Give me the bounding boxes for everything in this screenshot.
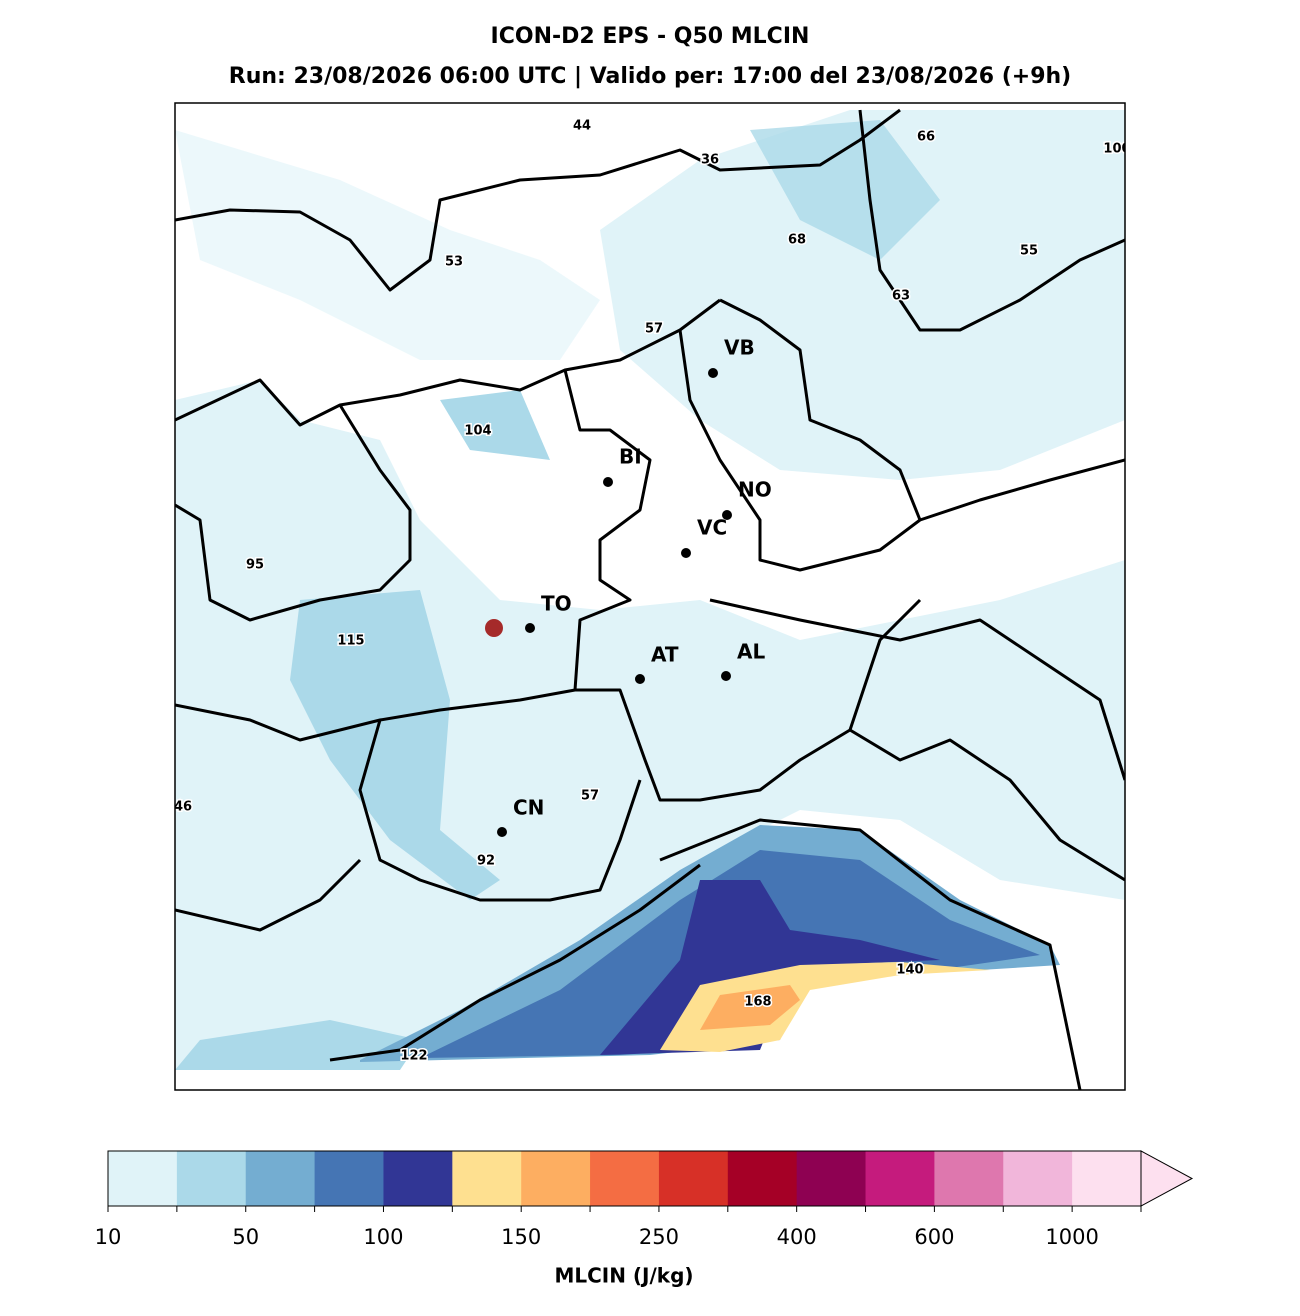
colorbar-bin [176,1151,247,1206]
location-marker [485,619,503,637]
field-label: 44 [573,119,591,134]
colorbar-tick-label: 50 [232,1225,259,1249]
colorbar-bin [383,1151,453,1206]
field-label: 46 [174,800,192,815]
city-label: TO [541,592,572,616]
colorbar-tick-label: 100 [363,1225,403,1249]
city-label: VB [724,336,755,360]
city-label: AT [651,643,679,667]
colorbar-tick-label: 400 [777,1225,817,1249]
field-label: 66 [917,130,935,145]
colorbar-bin [314,1151,384,1206]
city-dot [708,368,718,378]
city-dot [722,510,732,520]
colorbar-bin [934,1151,1004,1206]
colorbar-extend [1140,1150,1194,1207]
field-label: 53 [445,255,463,270]
colorbar-bin [796,1151,867,1206]
city-label: CN [513,796,544,820]
field-label: 95 [246,558,264,573]
city-label: BI [619,445,642,469]
colorbar-tick-label: 1000 [1045,1225,1098,1249]
field-label: 122 [400,1049,427,1064]
map-area: VB BI NO VC TO AT AL CN 44 36 66 100 68 53 55 63 57 104 95… [174,103,1130,1090]
colorbar-bin [1003,1151,1073,1206]
sea-field-150 [700,985,800,1030]
colorbar-outline [107,1150,1142,1207]
city-label: NO [738,478,772,502]
borders [175,108,1125,1090]
map-frame [174,102,1126,1091]
field-mid [175,120,940,1070]
city-label: VC [697,516,727,540]
field-label: 100 [1103,142,1130,157]
field-label: 57 [645,322,663,337]
colorbar-bin [658,1151,729,1206]
colorbar-tick-label: 600 [914,1225,954,1249]
field-label: 55 [1020,244,1038,259]
field-label: 140 [896,963,923,978]
colorbar-tick-label: 150 [501,1225,541,1249]
field-label: 92 [477,854,495,869]
colorbar-bin [245,1151,316,1206]
field-label: 115 [337,634,364,649]
city-dot [603,477,613,487]
field-low [175,110,1125,1070]
colorbar-tick-label: 250 [639,1225,679,1249]
colorbar-bin [865,1151,935,1206]
field-label: 104 [464,424,491,439]
city-dot [635,674,645,684]
field-label: 36 [701,153,719,168]
colorbar-bin [590,1151,660,1206]
city-dot [497,827,507,837]
colorbar-bin [1072,1151,1142,1206]
city-dot [525,623,535,633]
colorbar-tick-label: 10 [95,1225,122,1249]
city-dot [721,671,731,681]
city-dot [681,548,691,558]
colorbar-label: MLCIN (J/kg) [554,1264,693,1288]
sea-field-125 [660,962,990,1052]
field-label: 63 [892,289,910,304]
title: ICON-D2 EPS - Q50 MLCIN [491,24,810,49]
colorbar-bin [727,1151,798,1206]
city-label: AL [737,640,765,664]
colorbar-bin [108,1151,178,1206]
field-label: 168 [744,995,771,1010]
subtitle: Run: 23/08/2026 06:00 UTC | Valido per: … [229,64,1071,89]
colorbar: 10 50 100 150 250 400 600 1000 MLCIN (J/kg) [95,1150,1194,1288]
colorbar-bin [452,1151,522,1206]
colorbar-bin [521,1151,591,1206]
field-label: 68 [788,233,806,248]
field-label: 57 [581,789,599,804]
